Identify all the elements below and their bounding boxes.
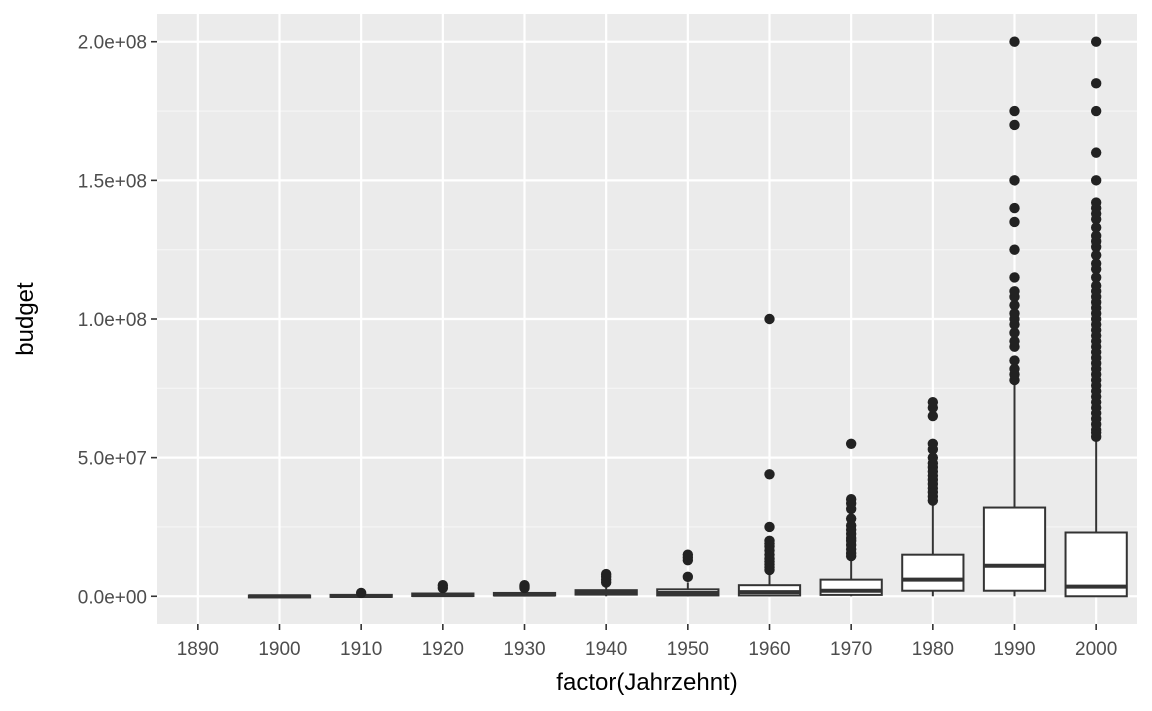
box-2000 [1064,36,1128,598]
outlier-point [1009,327,1020,339]
y-axis: 0.0e+00 5.0e+07 1.0e+08 1.5e+08 2.0e+08 [78,33,157,608]
outlier-point [1009,202,1020,214]
box-1940 [574,568,638,597]
x-tick-label: 1920 [422,639,464,660]
x-tick-label: 1950 [667,639,709,660]
box-iqr [901,553,965,592]
box-1960 [737,313,802,597]
box-1910 [329,587,393,599]
y-axis-title: budget [12,282,39,356]
outlier-point [927,438,939,449]
x-tick-label: 1960 [748,639,790,660]
y-tick-label: 2.0e+08 [78,33,147,54]
box-iqr [982,506,1047,592]
outlier-point [927,396,939,408]
outlier-point [1009,244,1020,255]
outlier-point [1090,222,1102,233]
outlier-point [764,535,775,547]
outlier-point [1009,355,1020,366]
x-tick-label: 1990 [993,639,1035,660]
box-1930 [492,579,557,597]
outlier-point [764,469,775,480]
outlier-point [355,587,367,599]
outlier-point [1009,105,1020,117]
x-tick-label: 1890 [177,639,219,660]
outlier-point [1009,299,1020,311]
outlier-point [682,571,694,583]
outlier-point [682,549,694,560]
outlier-point [845,494,857,505]
minor-gridlines [157,110,1137,528]
x-axis-title: factor(Jahrzehnt) [556,669,737,696]
outlier-point [764,521,775,533]
outlier-point [600,568,612,580]
x-tick-label: 1980 [912,639,954,660]
box-1950 [656,549,720,597]
y-tick-label: 1.5e+08 [78,171,147,192]
outlier-point [519,579,530,591]
y-tick-label: 0.0e+00 [78,587,147,608]
outlier-point [764,313,775,325]
outlier-point [1009,335,1020,347]
box-1920 [411,579,475,598]
outlier-point [1009,36,1020,47]
outlier-point [1090,78,1102,89]
box-1970 [819,438,883,597]
y-tick-label: 1.0e+08 [78,310,147,331]
x-axis: 1890 1900 1910 1920 1930 1940 1950 1960 1970 1980… [177,624,1117,660]
outlier-point [1090,105,1102,117]
outlier-point [1009,272,1020,283]
outlier-point [1009,175,1020,186]
y-tick-label: 5.0e+07 [78,449,147,470]
outlier-point [1090,147,1102,158]
outlier-point [845,438,857,449]
outlier-point [845,513,857,524]
outlier-point [1090,230,1102,242]
outlier-point [1090,280,1102,291]
x-tick-label: 1930 [503,639,545,660]
x-tick-label: 1940 [585,639,627,660]
x-tick-label: 1970 [830,639,872,660]
box-1990 [982,36,1047,597]
outlier-point [1090,250,1102,261]
outlier-point [1009,119,1020,131]
x-tick-label: 1910 [340,639,382,660]
outlier-point [437,579,449,591]
outlier-point [1090,258,1102,269]
outlier-point [1009,308,1020,319]
outlier-point [1090,272,1102,283]
box-1900 [247,594,312,599]
outlier-point [1090,197,1102,208]
outlier-point [1090,36,1102,47]
outlier-point [1009,216,1020,228]
outlier-point [1009,286,1020,297]
outlier-point [1009,363,1020,375]
box-series [247,36,1128,599]
outlier-point [1090,175,1102,186]
box-1980 [901,396,965,597]
x-tick-label: 2000 [1075,639,1117,660]
x-tick-label: 1900 [258,639,300,660]
outlier-point [927,452,939,463]
outlier-point [927,410,939,422]
